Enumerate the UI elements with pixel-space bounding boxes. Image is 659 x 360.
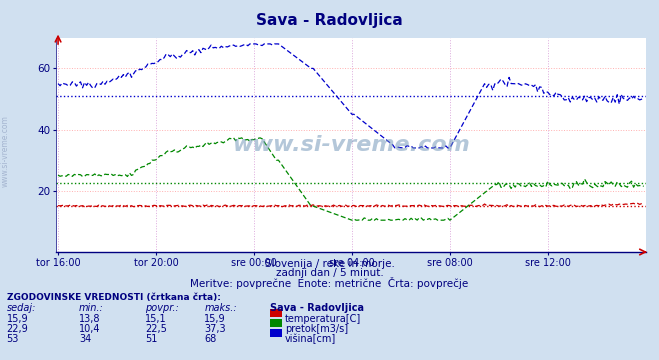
Text: Sava - Radovljica: Sava - Radovljica — [256, 13, 403, 28]
Text: temperatura[C]: temperatura[C] — [285, 314, 361, 324]
Text: 68: 68 — [204, 334, 217, 344]
Text: min.:: min.: — [79, 303, 104, 313]
Text: www.si-vreme.com: www.si-vreme.com — [232, 135, 470, 155]
Text: Sava - Radovljica: Sava - Radovljica — [270, 303, 364, 313]
Text: 51: 51 — [145, 334, 158, 344]
Text: 15,1: 15,1 — [145, 314, 167, 324]
Text: višina[cm]: višina[cm] — [285, 334, 336, 345]
Text: www.si-vreme.com: www.si-vreme.com — [1, 115, 10, 187]
Text: povpr.:: povpr.: — [145, 303, 179, 313]
Text: 22,5: 22,5 — [145, 324, 167, 334]
Text: Slovenija / reke in morje.: Slovenija / reke in morje. — [264, 259, 395, 269]
Text: 34: 34 — [79, 334, 92, 344]
Text: pretok[m3/s]: pretok[m3/s] — [285, 324, 348, 334]
Text: 15,9: 15,9 — [204, 314, 226, 324]
Text: 15,9: 15,9 — [7, 314, 28, 324]
Text: 10,4: 10,4 — [79, 324, 101, 334]
Text: Meritve: povprečne  Enote: metrične  Črta: povprečje: Meritve: povprečne Enote: metrične Črta:… — [190, 277, 469, 289]
Text: 22,9: 22,9 — [7, 324, 28, 334]
Text: 13,8: 13,8 — [79, 314, 101, 324]
Text: 53: 53 — [7, 334, 19, 344]
Text: sedaj:: sedaj: — [7, 303, 36, 313]
Text: zadnji dan / 5 minut.: zadnji dan / 5 minut. — [275, 268, 384, 278]
Text: maks.:: maks.: — [204, 303, 237, 313]
Text: ZGODOVINSKE VREDNOSTI (črtkana črta):: ZGODOVINSKE VREDNOSTI (črtkana črta): — [7, 293, 221, 302]
Text: 37,3: 37,3 — [204, 324, 226, 334]
